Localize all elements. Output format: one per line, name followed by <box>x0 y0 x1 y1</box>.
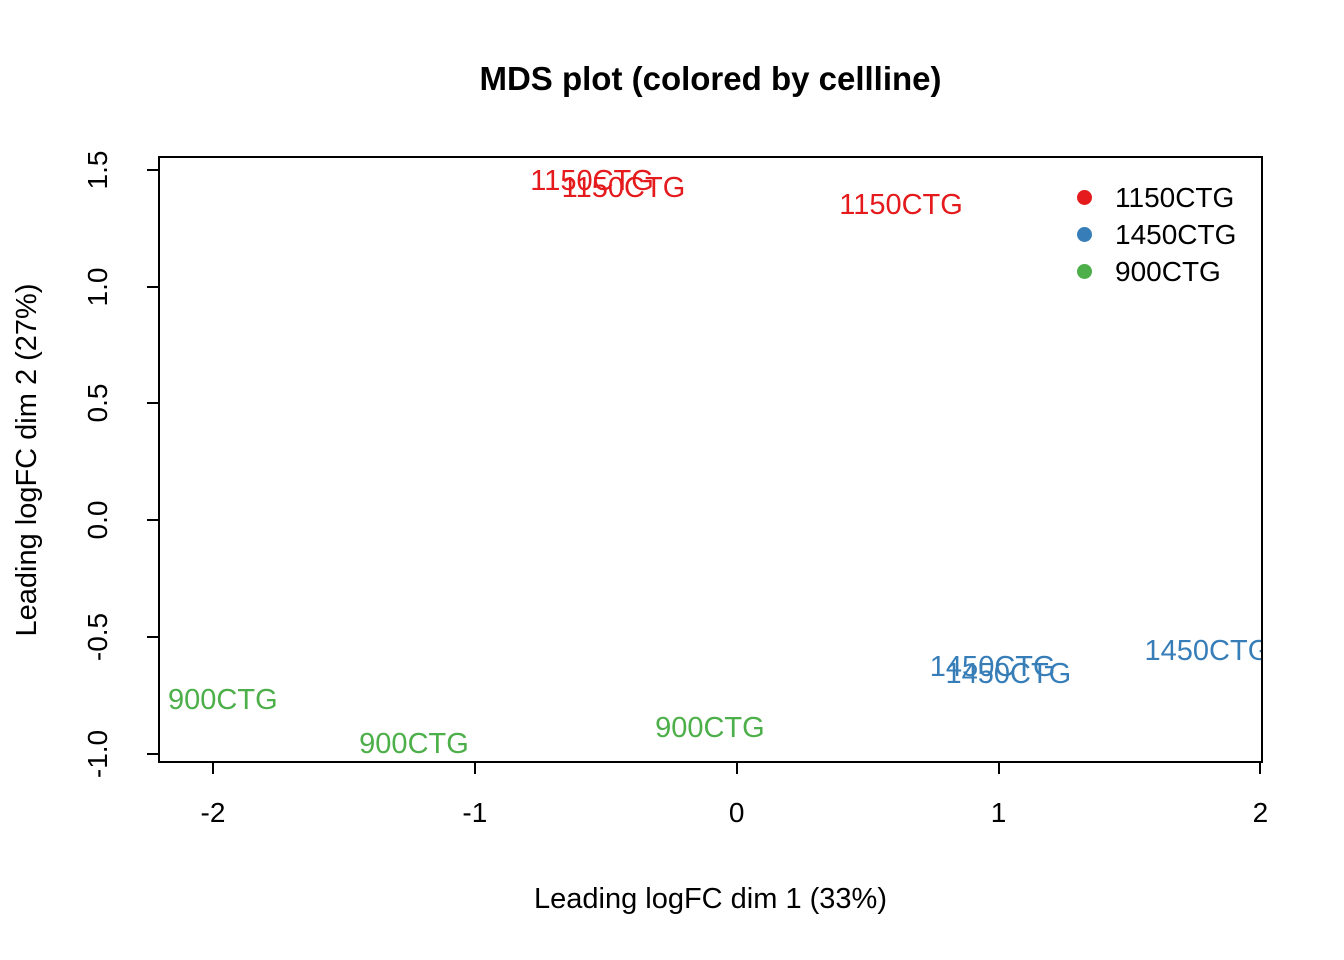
data-point-label: 1450CTG <box>945 657 1072 690</box>
data-point-label: 900CTG <box>359 727 469 760</box>
plot-area: 1150CTG 1150CTG 1150CTG 1450CTG 1450CTG 1450C… <box>158 156 1263 763</box>
data-point-label: 1150CTG <box>839 188 963 221</box>
y-axis-tick <box>147 635 158 638</box>
legend-entry: 1450CTG <box>1077 216 1236 253</box>
legend-dot-icon <box>1077 190 1092 205</box>
y-axis-tick <box>147 402 158 405</box>
x-axis-tick-label: 2 <box>1252 797 1269 828</box>
x-axis-tick <box>473 763 476 774</box>
y-axis-tick-label: 0.5 <box>82 384 113 423</box>
data-point-label: 1450CTG <box>1144 634 1263 667</box>
x-axis-tick-label: 0 <box>728 797 745 828</box>
y-axis-tick <box>147 752 158 755</box>
legend-entry-label: 1150CTG <box>1115 181 1235 213</box>
x-axis-tick <box>735 763 738 774</box>
data-point-label: 1150CTG <box>561 172 686 205</box>
legend-entry-label: 1450CTG <box>1115 218 1237 250</box>
data-point-label: 1450CTG <box>929 650 1056 683</box>
data-point-label: 900CTG <box>168 683 278 716</box>
y-axis-tick-label: 0.0 <box>82 500 113 540</box>
data-point-label: 1150CTG <box>530 165 654 198</box>
legend-entry-label: 900CTG <box>1115 255 1221 287</box>
y-axis-tick <box>147 519 158 522</box>
y-axis-tick <box>147 169 158 171</box>
y-axis-tick-label: 1.5 <box>82 150 113 190</box>
y-axis-tick <box>147 285 158 288</box>
legend: 1150CTG 1450CTG 900CTG <box>1077 179 1236 290</box>
data-point-label: 900CTG <box>655 711 765 744</box>
x-axis-tick <box>1259 763 1262 774</box>
y-axis-tick-label: 1.0 <box>82 267 113 307</box>
y-axis-tick-label: -1.0 <box>82 729 113 778</box>
legend-dot-icon <box>1077 227 1092 242</box>
x-axis-tick-label: 1 <box>990 797 1007 828</box>
legend-dot-icon <box>1077 264 1092 279</box>
x-axis-tick <box>211 763 214 774</box>
x-axis-tick-label: -2 <box>200 797 226 828</box>
x-axis-tick-label: -1 <box>462 797 488 828</box>
legend-entry: 900CTG <box>1077 253 1236 290</box>
plot-title: MDS plot (colored by cellline) <box>479 60 942 97</box>
x-axis-tick <box>997 763 1000 774</box>
y-axis-tick-label: -0.5 <box>82 612 113 662</box>
x-axis-title: Leading logFC dim 1 (33%) <box>533 883 887 915</box>
legend-entry: 1150CTG <box>1077 179 1236 216</box>
y-axis-title: Leading logFC dim 2 (27%) <box>11 283 43 637</box>
